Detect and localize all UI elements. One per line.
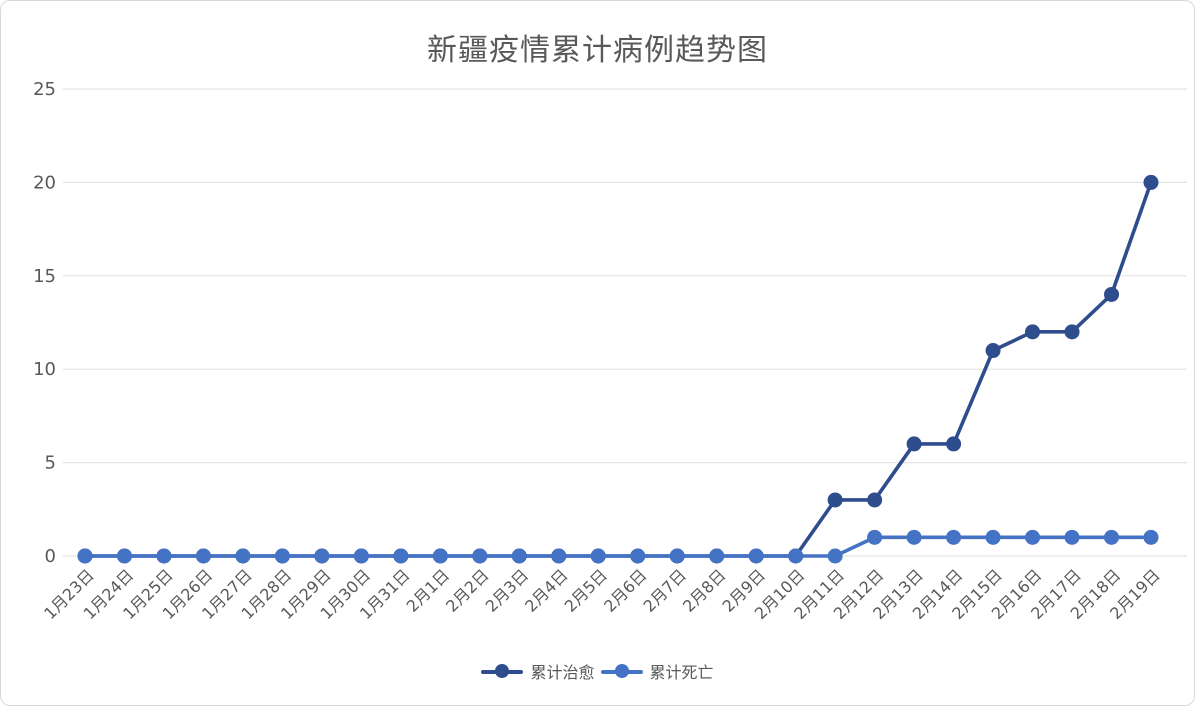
- data-point[interactable]: [353, 548, 369, 564]
- data-point[interactable]: [1143, 174, 1159, 190]
- data-point[interactable]: [1064, 529, 1080, 545]
- y-tick-label: 10: [33, 359, 56, 380]
- data-point[interactable]: [985, 343, 1001, 359]
- data-point[interactable]: [274, 548, 290, 564]
- data-point[interactable]: [1025, 529, 1041, 545]
- x-tick-label: 2月4日: [521, 565, 571, 615]
- data-point[interactable]: [867, 529, 883, 545]
- y-tick-label: 20: [33, 172, 56, 193]
- data-point[interactable]: [1143, 529, 1159, 545]
- legend: 累计治愈 累计死亡: [1, 659, 1194, 683]
- x-tick-label: 2月1日: [403, 565, 453, 615]
- chart-title: 新疆疫情累计病例趋势图: [427, 33, 768, 68]
- y-tick-label: 25: [33, 79, 56, 100]
- y-tick-label: 15: [33, 266, 56, 287]
- data-point[interactable]: [1104, 286, 1120, 302]
- data-point[interactable]: [195, 548, 211, 564]
- data-point[interactable]: [393, 548, 409, 564]
- data-point[interactable]: [709, 548, 725, 564]
- data-point[interactable]: [551, 548, 567, 564]
- data-point[interactable]: [630, 548, 646, 564]
- x-tick-label: 2月3日: [482, 565, 532, 615]
- data-point[interactable]: [867, 492, 883, 508]
- data-point[interactable]: [1064, 324, 1080, 340]
- legend-label-cured: 累计治愈: [530, 663, 595, 682]
- data-point[interactable]: [906, 529, 922, 545]
- x-tick-label: 2月6日: [600, 565, 650, 615]
- x-tick-label: 2月8日: [679, 565, 729, 615]
- legend-item-cured[interactable]: 累计治愈: [481, 659, 595, 683]
- data-point[interactable]: [669, 548, 685, 564]
- y-tick-label: 5: [45, 453, 56, 474]
- data-point[interactable]: [314, 548, 330, 564]
- data-point[interactable]: [77, 548, 93, 564]
- data-point[interactable]: [788, 548, 804, 564]
- series-line: [83, 535, 1153, 558]
- legend-label-deaths: 累计死亡: [649, 663, 714, 682]
- data-point[interactable]: [590, 548, 606, 564]
- data-point[interactable]: [827, 492, 843, 508]
- legend-item-deaths[interactable]: 累计死亡: [600, 659, 714, 683]
- data-point[interactable]: [472, 548, 488, 564]
- data-point[interactable]: [748, 548, 764, 564]
- x-tick-label: 2月7日: [640, 565, 690, 615]
- y-tick-label: 0: [45, 546, 56, 567]
- data-point[interactable]: [946, 529, 962, 545]
- x-tick-label: 2月2日: [442, 565, 492, 615]
- data-point[interactable]: [985, 529, 1001, 545]
- legend-marker-deaths-icon: [600, 664, 643, 679]
- data-point[interactable]: [511, 548, 527, 564]
- x-tick-label: 2月5日: [561, 565, 611, 615]
- data-point[interactable]: [1025, 324, 1041, 340]
- data-point[interactable]: [906, 436, 922, 452]
- legend-marker-cured-icon: [481, 664, 524, 679]
- data-point[interactable]: [946, 436, 962, 452]
- data-point[interactable]: [235, 548, 251, 564]
- data-point[interactable]: [1104, 529, 1120, 545]
- data-point[interactable]: [432, 548, 448, 564]
- data-point[interactable]: [156, 548, 172, 564]
- data-point[interactable]: [116, 548, 132, 564]
- data-point[interactable]: [827, 548, 843, 564]
